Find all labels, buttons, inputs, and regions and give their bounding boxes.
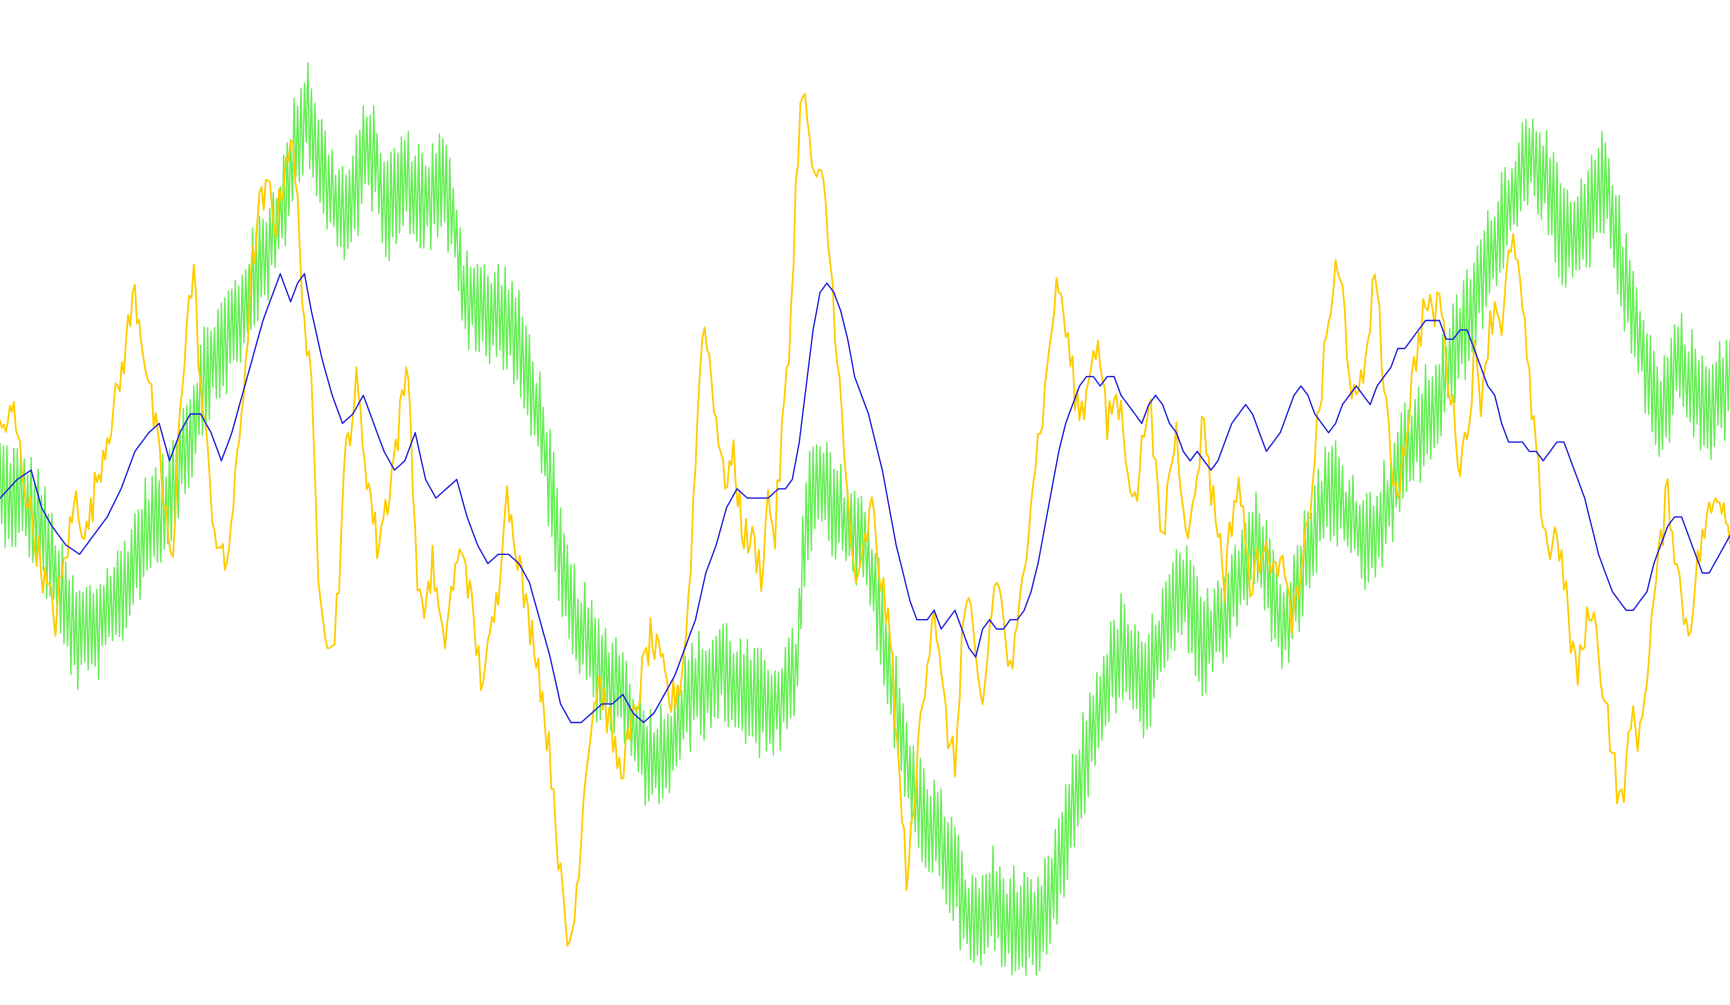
- series-line-1: [0, 61, 1730, 976]
- series-line-2: [0, 93, 1730, 947]
- series-line-3: [0, 273, 1730, 724]
- series-layer: [0, 61, 1730, 976]
